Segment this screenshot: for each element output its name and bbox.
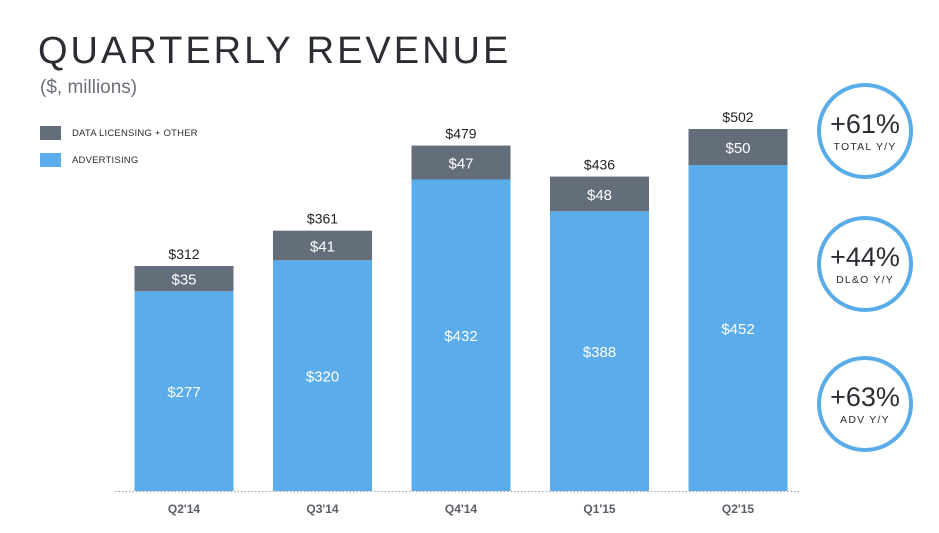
kpi-total-yoy: +61% TOTAL Y/Y bbox=[817, 83, 913, 179]
data-label-total: $479 bbox=[445, 126, 476, 142]
kpi-adv-yoy: +63% ADV Y/Y bbox=[817, 356, 913, 452]
bar-data-licensing bbox=[550, 176, 649, 212]
legend-label-data-licensing: DATA LICENSING + OTHER bbox=[72, 127, 198, 139]
x-tick-label: Q3'14 bbox=[306, 502, 339, 516]
bar-advertising bbox=[688, 165, 788, 491]
legend-label-advertising: ADVERTISING bbox=[72, 154, 139, 166]
bar-advertising bbox=[411, 179, 511, 491]
data-label-advertising: $277 bbox=[167, 384, 200, 401]
bar-advertising bbox=[550, 211, 649, 492]
bar-advertising bbox=[273, 260, 372, 491]
data-label-total: $312 bbox=[168, 246, 199, 262]
data-label-advertising: $452 bbox=[721, 321, 754, 338]
data-label-data-licensing: $41 bbox=[310, 238, 335, 255]
kpi-total-label: TOTAL Y/Y bbox=[833, 141, 897, 153]
x-tick-label: Q2'15 bbox=[722, 502, 755, 516]
kpi-dlo-value: +44% bbox=[830, 242, 900, 272]
page-title: QUARTERLY REVENUE bbox=[38, 30, 512, 72]
data-label-data-licensing: $35 bbox=[171, 272, 196, 289]
data-label-advertising: $320 bbox=[306, 369, 339, 386]
units-subtitle: ($, millions) bbox=[40, 77, 138, 98]
data-label-data-licensing: $48 bbox=[587, 187, 612, 204]
data-label-advertising: $388 bbox=[583, 344, 616, 361]
kpi-adv-label: ADV Y/Y bbox=[840, 414, 890, 426]
bar-data-licensing bbox=[688, 129, 788, 166]
legend-swatch-advertising bbox=[40, 153, 61, 167]
data-label-total: $436 bbox=[584, 157, 615, 173]
legend-item-data-licensing: DATA LICENSING + OTHER bbox=[40, 124, 198, 142]
data-label-advertising: $432 bbox=[444, 328, 477, 345]
chart-legend: DATA LICENSING + OTHER ADVERTISING bbox=[40, 124, 198, 178]
data-label-total: $361 bbox=[307, 211, 338, 227]
legend-item-advertising: ADVERTISING bbox=[40, 151, 198, 169]
bar-advertising bbox=[134, 291, 234, 491]
data-label-total: $502 bbox=[722, 109, 753, 125]
kpi-dlo-yoy: +44% DL&O Y/Y bbox=[817, 216, 913, 312]
kpi-total-value: +61% bbox=[830, 109, 900, 139]
kpi-adv-value: +63% bbox=[830, 382, 900, 412]
kpi-dlo-label: DL&O Y/Y bbox=[836, 274, 894, 286]
bar-data-licensing bbox=[411, 145, 511, 180]
data-label-data-licensing: $47 bbox=[448, 156, 473, 173]
x-tick-label: Q1'15 bbox=[583, 502, 616, 516]
bar-data-licensing bbox=[134, 266, 234, 292]
x-tick-label: Q2'14 bbox=[168, 502, 201, 516]
x-tick-label: Q4'14 bbox=[445, 502, 478, 516]
data-label-data-licensing: $50 bbox=[725, 140, 750, 157]
bar-data-licensing bbox=[273, 230, 372, 261]
legend-swatch-data-licensing bbox=[40, 126, 61, 140]
